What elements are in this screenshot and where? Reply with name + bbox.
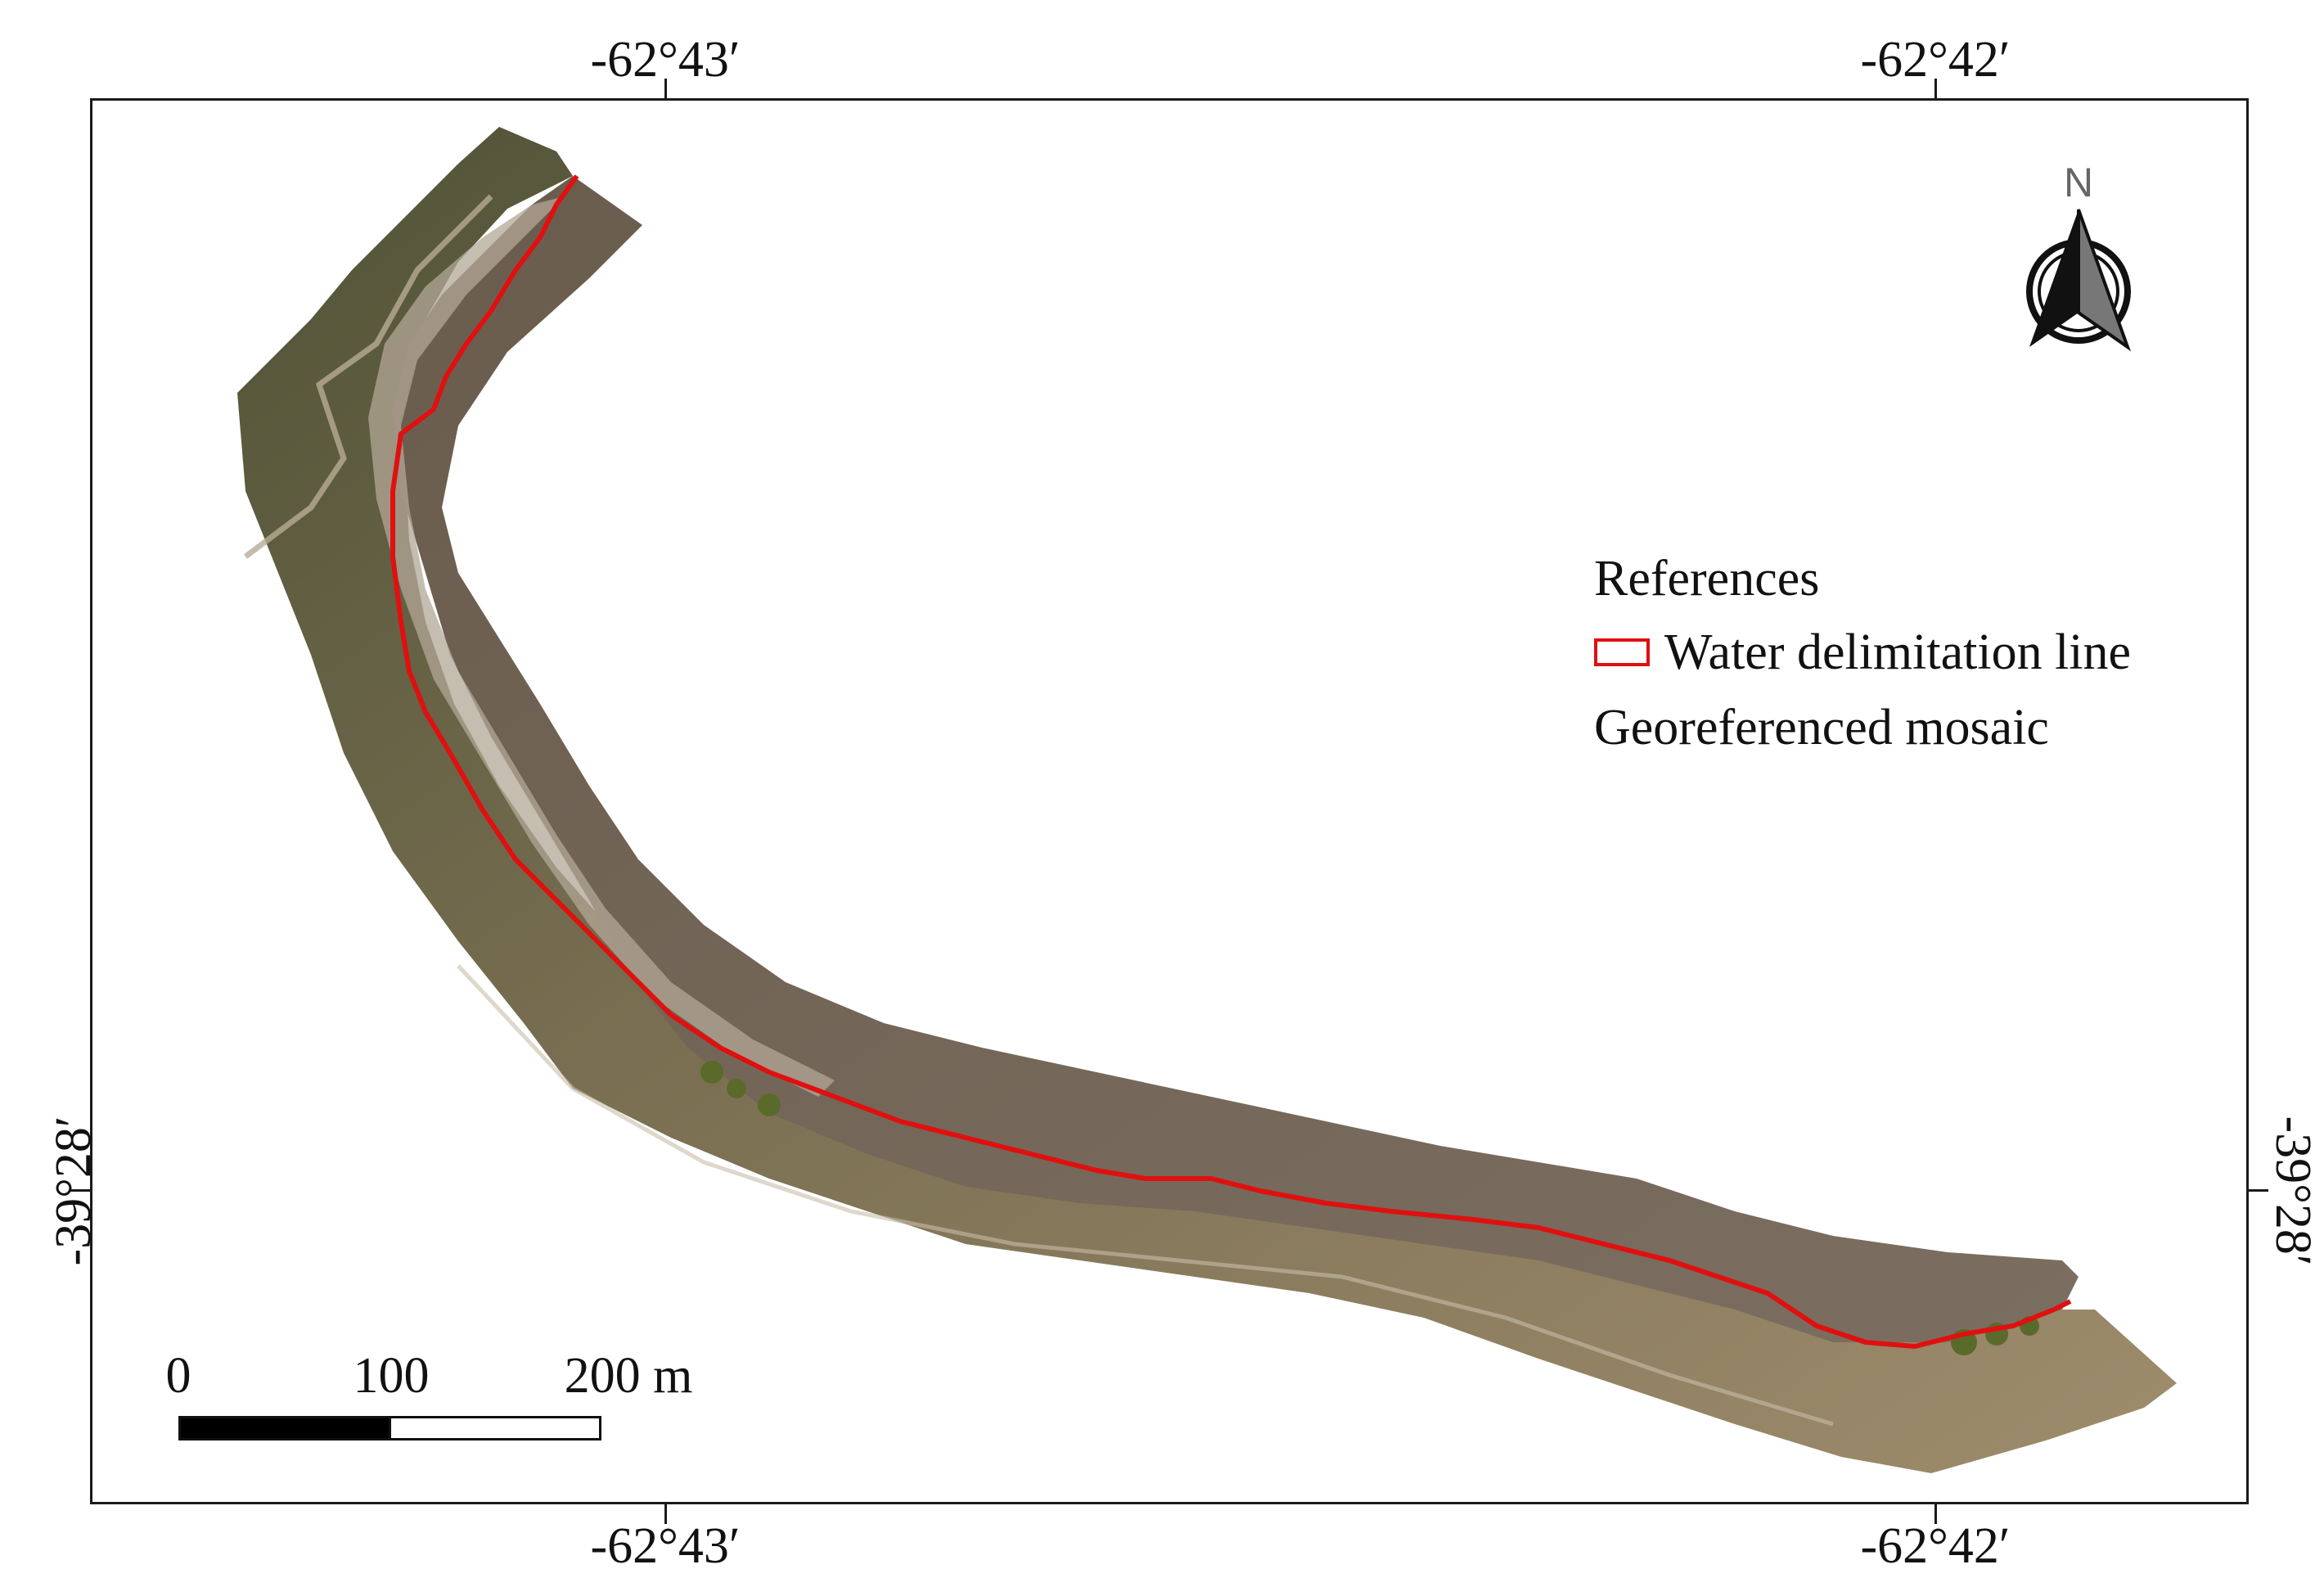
coord-bottom-left: -62°43′ <box>590 1518 741 1574</box>
tick-right <box>2247 1189 2268 1192</box>
legend-title: References <box>1594 551 1820 606</box>
coord-bottom-right: -62°42′ <box>1860 1518 2011 1574</box>
coord-top-right: -62°42′ <box>1860 32 2011 88</box>
scale-label-100: 100 <box>353 1348 430 1404</box>
mosaic-track <box>457 964 1834 1427</box>
coord-top-left: -62°43′ <box>590 32 741 88</box>
north-letter: N <box>2064 160 2093 205</box>
legend-item-mosaic: Georeferenced mosaic <box>1594 702 2131 753</box>
tick-top-left <box>664 79 667 100</box>
mosaic-road <box>243 194 493 559</box>
legend-label-line: Water delimitation line <box>1664 624 2132 680</box>
legend: References Water delimitation line Geore… <box>1594 553 2131 778</box>
legend-label-mosaic: Georeferenced mosaic <box>1594 700 2049 755</box>
scale-label-200: 200 m <box>564 1348 693 1404</box>
north-arrow-icon: N <box>2026 160 2131 352</box>
water-delimitation-line <box>390 174 2072 1349</box>
scale-bar-black <box>178 1416 391 1440</box>
legend-swatch-line <box>1594 638 1650 666</box>
tick-bottom-right <box>1934 1503 1937 1524</box>
mosaic-land <box>237 127 2177 1473</box>
north-arrow: N <box>2013 160 2144 361</box>
legend-item-line: Water delimitation line <box>1594 627 2131 678</box>
tick-bottom-left <box>664 1503 667 1524</box>
tick-top-right <box>1934 79 1937 100</box>
mosaic-water <box>393 176 2079 1342</box>
scale-bar-white <box>389 1416 601 1440</box>
tick-left <box>70 1189 92 1192</box>
scale-label-0: 0 <box>165 1348 191 1404</box>
mosaic-shore <box>368 196 835 1097</box>
